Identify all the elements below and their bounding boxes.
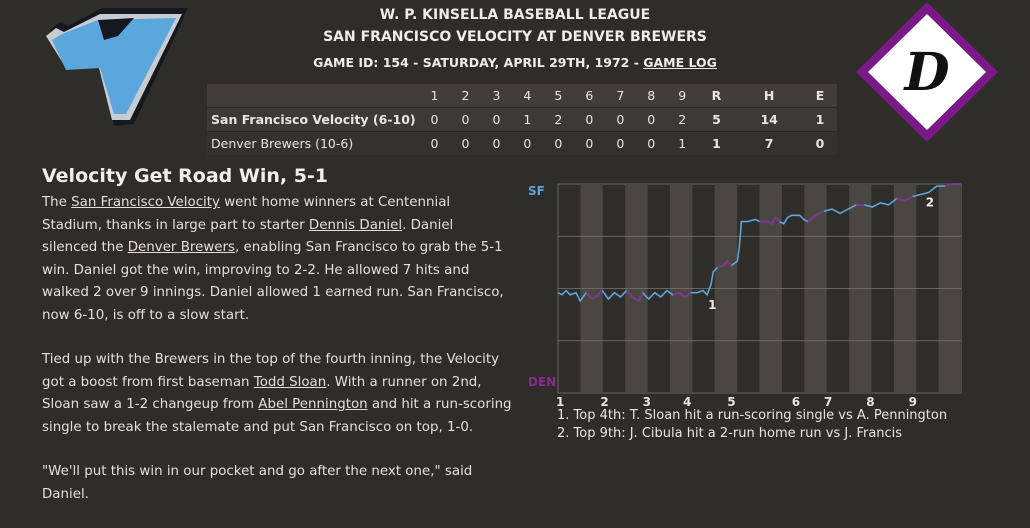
league-title: W. P. KINSELLA BASEBALL LEAGUE — [379, 7, 651, 23]
inning-score: 0 — [430, 136, 439, 151]
brewers-logo-icon: D — [856, 2, 998, 142]
wp-label-home: DEN — [528, 375, 556, 389]
inning-score: 0 — [492, 136, 501, 151]
wp-inning-label: 1 — [556, 395, 564, 409]
brewers-logo-letter: D — [902, 42, 949, 103]
wp-inning-label: 2 — [600, 395, 608, 409]
win-probability-line — [557, 183, 961, 303]
inning-score: 0 — [461, 112, 470, 127]
win-probability-line-home — [807, 210, 825, 223]
wp-note: 1. Top 4th: T. Sloan hit a run-scoring s… — [557, 408, 948, 423]
story-link[interactable]: San Francisco Velocity — [71, 195, 220, 210]
linescore-header-inning: 8 — [647, 88, 656, 103]
wp-inning-label: 8 — [866, 395, 874, 409]
linescore-header-inning: 4 — [523, 88, 532, 103]
story-headline: Velocity Get Road Win, 5-1 — [42, 165, 329, 187]
game-log-link[interactable]: GAME LOG — [643, 55, 717, 70]
wp-inning-label: 4 — [683, 395, 691, 409]
linescore-header-inning: 1 — [430, 88, 439, 103]
inning-score: 0 — [616, 136, 625, 151]
game-info-text: GAME ID: 154 - SATURDAY, APRIL 29TH, 197… — [313, 55, 644, 70]
inning-score: 0 — [461, 136, 470, 151]
story-body: The San Francisco Velocity went home win… — [42, 192, 512, 528]
game-info: GAME ID: 154 - SATURDAY, APRIL 29TH, 197… — [0, 55, 1030, 70]
errors-total: 1 — [815, 112, 825, 127]
win-probability-line-home — [672, 291, 692, 298]
wp-event-marker: 2 — [926, 195, 934, 209]
linescore-header-team — [207, 84, 419, 108]
win-probability-line-home — [944, 183, 961, 187]
inning-score: 1 — [678, 136, 687, 151]
matchup-title: SAN FRANCISCO VELOCITY AT DENVER BREWERS — [323, 29, 707, 45]
inning-score: 0 — [523, 136, 532, 151]
linescore-header-inning: 7 — [616, 88, 625, 103]
wp-notes: 1. Top 4th: T. Sloan hit a run-scoring s… — [557, 407, 947, 443]
hits-total: 14 — [760, 112, 778, 127]
linescore-header-inning: 3 — [492, 88, 501, 103]
inning-score: 2 — [554, 112, 563, 127]
story-link[interactable]: Dennis Daniel — [308, 217, 403, 233]
inning-score: 0 — [647, 136, 656, 151]
win-probability-line-home — [896, 195, 913, 202]
wp-event-marker: 1 — [708, 298, 716, 312]
wp-inning-label: 7 — [824, 395, 832, 409]
linescore-header-runs: R — [711, 88, 722, 103]
wp-note: 2. Top 9th: J. Cibula hit a 2-run home r… — [557, 426, 903, 441]
story-paragraph: Tied up with the Brewers in the top of t… — [42, 352, 512, 435]
linescore-table: 1 2 3 4 5 6 7 8 9 R H E San Francisco Ve… — [207, 84, 837, 155]
inning-score: 2 — [678, 112, 687, 127]
team-name: Denver Brewers (10-6) — [211, 136, 354, 151]
story-link[interactable]: Todd Sloan — [253, 374, 327, 390]
linescore-header-row: 1 2 3 4 5 6 7 8 9 R H E — [207, 84, 837, 108]
win-probability-chart: SF DEN 1 2 3 4 5 6 7 8 9 1 2 — [528, 183, 962, 409]
win-probability-line-home — [585, 290, 603, 301]
inning-score: 0 — [585, 136, 594, 151]
linescore-header-hits: H — [763, 88, 775, 103]
linescore-header-inning: 5 — [554, 88, 563, 103]
linescore-header-inning: 9 — [678, 88, 687, 103]
win-probability-line-home — [759, 216, 781, 225]
linescore-row-home: Denver Brewers (10-6) 0 0 0 0 0 0 0 0 1 … — [207, 131, 837, 155]
win-probability-line-home — [716, 260, 732, 269]
win-probability-line-home — [625, 290, 644, 303]
wp-inning-label: 6 — [792, 395, 800, 409]
story-link[interactable]: Denver Brewers — [127, 240, 236, 255]
inning-score: 0 — [430, 112, 439, 127]
inning-score: 1 — [523, 112, 532, 127]
wp-label-away: SF — [528, 184, 545, 198]
team-name: San Francisco Velocity (6-10) — [211, 112, 416, 127]
linescore-header-inning: 2 — [461, 88, 470, 103]
inning-score: 0 — [585, 112, 594, 127]
runs-total: 5 — [712, 112, 721, 127]
story-link[interactable]: Abel Pennington — [258, 397, 368, 412]
velocity-logo-icon — [46, 8, 188, 126]
story-paragraph: The San Francisco Velocity went home win… — [42, 195, 504, 323]
wp-inning-label: 3 — [643, 395, 651, 409]
wp-inning-label: 9 — [909, 395, 917, 409]
wp-inning-label: 5 — [727, 395, 735, 409]
linescore-header-errors: E — [815, 88, 825, 103]
inning-score: 0 — [647, 112, 656, 127]
runs-total: 1 — [712, 136, 721, 151]
inning-score: 0 — [554, 136, 563, 151]
errors-total: 0 — [815, 136, 825, 151]
inning-score: 0 — [492, 112, 501, 127]
story-paragraph: "We'll put this win in our pocket and go… — [42, 464, 473, 502]
inning-score: 0 — [616, 112, 625, 127]
linescore-row-away: San Francisco Velocity (6-10) 0 0 0 1 2 … — [207, 107, 837, 132]
hits-total: 7 — [764, 136, 774, 151]
linescore-header-inning: 6 — [585, 88, 594, 103]
